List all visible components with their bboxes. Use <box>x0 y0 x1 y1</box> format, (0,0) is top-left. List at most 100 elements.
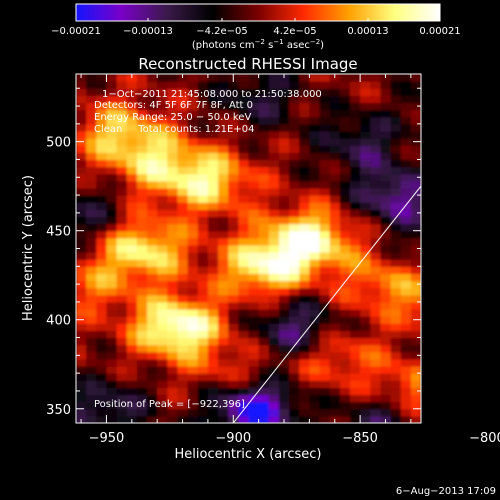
heatmap-cell <box>187 358 199 367</box>
heatmap-cell <box>157 408 168 417</box>
heatmap-cells <box>76 74 421 423</box>
heatmap-cell <box>299 387 310 396</box>
heatmap-cell <box>197 294 209 303</box>
heatmap-cell <box>349 337 361 346</box>
heatmap-cell <box>106 351 118 360</box>
heatmap-cell <box>339 323 351 332</box>
heatmap-cell <box>289 223 300 232</box>
heatmap-cell <box>299 237 310 246</box>
heatmap-cell <box>380 195 392 203</box>
heatmap-cell <box>116 323 128 332</box>
heatmap-cell <box>329 123 341 132</box>
heatmap-cell <box>187 408 199 417</box>
heatmap-cell <box>86 109 97 118</box>
heatmap-cell <box>339 102 351 111</box>
heatmap-cell <box>309 301 321 310</box>
heatmap-cell <box>207 358 219 367</box>
heatmap-cell <box>157 95 168 104</box>
heatmap-cell <box>147 123 158 132</box>
heatmap-cell <box>370 166 382 175</box>
heatmap-cell <box>136 202 148 210</box>
heatmap-cell <box>309 330 321 339</box>
heatmap-cell <box>248 74 260 82</box>
heatmap-cell <box>86 387 97 396</box>
heatmap-cell <box>136 187 148 196</box>
heatmap-cell <box>218 116 229 125</box>
heatmap-cell <box>187 138 199 146</box>
heatmap-cell <box>86 116 97 125</box>
heatmap-cell <box>207 366 219 374</box>
heatmap-cell <box>400 394 412 403</box>
heatmap-cell <box>380 202 392 210</box>
heatmap-cell <box>228 309 239 317</box>
heatmap-cell <box>157 180 168 189</box>
heatmap-cell <box>319 358 331 367</box>
heatmap-cell <box>400 216 412 225</box>
heatmap-cell <box>380 323 392 332</box>
heatmap-cell <box>289 387 300 396</box>
heatmap-cell <box>319 109 331 118</box>
heatmap-cell <box>136 301 148 310</box>
heatmap-cell <box>370 316 382 324</box>
heatmap-cell <box>167 74 179 82</box>
heatmap-cell <box>76 337 87 346</box>
heatmap-cell <box>329 344 341 353</box>
heatmap-cell <box>319 259 331 267</box>
heatmap-cell <box>157 330 168 339</box>
heatmap-cell <box>207 130 219 139</box>
heatmap-cell <box>238 301 250 310</box>
heatmap-cell <box>289 408 300 417</box>
heatmap-cell <box>349 330 361 339</box>
heatmap-cell <box>390 401 402 410</box>
heatmap-cell <box>390 301 402 310</box>
heatmap-cell <box>349 266 361 275</box>
heatmap-cell <box>268 216 280 225</box>
heatmap-cell <box>96 187 108 196</box>
heatmap-cell <box>96 88 108 96</box>
heatmap-cell <box>76 373 87 381</box>
heatmap-cell <box>96 74 108 82</box>
heatmap-cell <box>248 408 260 417</box>
heatmap-cell <box>410 273 421 282</box>
heatmap-cell <box>410 294 421 303</box>
heatmap-cell <box>410 330 421 339</box>
heatmap-cell <box>126 351 138 360</box>
heatmap-cell <box>106 252 118 260</box>
heatmap-cell <box>289 187 300 196</box>
heatmap-cell <box>96 216 108 225</box>
heatmap-cell <box>238 244 250 253</box>
heatmap-cell <box>410 244 421 253</box>
heatmap-cell <box>299 173 310 182</box>
heatmap-cell <box>187 180 199 189</box>
heatmap-cell <box>96 202 108 210</box>
heatmap-cell <box>228 252 239 260</box>
colorbar-bar <box>75 3 441 22</box>
heatmap-cell <box>218 387 229 396</box>
heatmap-cell <box>258 152 270 161</box>
heatmap-cell <box>289 330 300 339</box>
heatmap-cell <box>197 301 209 310</box>
heatmap-cell <box>197 216 209 225</box>
heatmap-cell <box>299 109 310 118</box>
heatmap-cell <box>380 109 392 118</box>
heatmap-cell <box>96 180 108 189</box>
heatmap-cell <box>349 102 361 111</box>
heatmap-cell <box>248 252 260 260</box>
heatmap-cell <box>319 287 331 296</box>
heatmap-cell <box>360 81 371 89</box>
heatmap-cell <box>289 394 300 403</box>
heatmap-cell <box>400 351 412 360</box>
heatmap-cell <box>380 259 392 267</box>
heatmap-cell <box>218 88 229 96</box>
heatmap-cell <box>339 309 351 317</box>
heatmap-cell <box>106 88 118 96</box>
heatmap-cell <box>329 351 341 360</box>
heatmap-cell <box>187 401 199 410</box>
heatmap-cell <box>360 102 371 111</box>
heatmap-cell <box>278 259 290 267</box>
heatmap-cell <box>309 373 321 381</box>
heatmap-cell <box>106 109 118 118</box>
heatmap-cell <box>299 216 310 225</box>
heatmap-cell <box>126 180 138 189</box>
heatmap-cell <box>238 237 250 246</box>
